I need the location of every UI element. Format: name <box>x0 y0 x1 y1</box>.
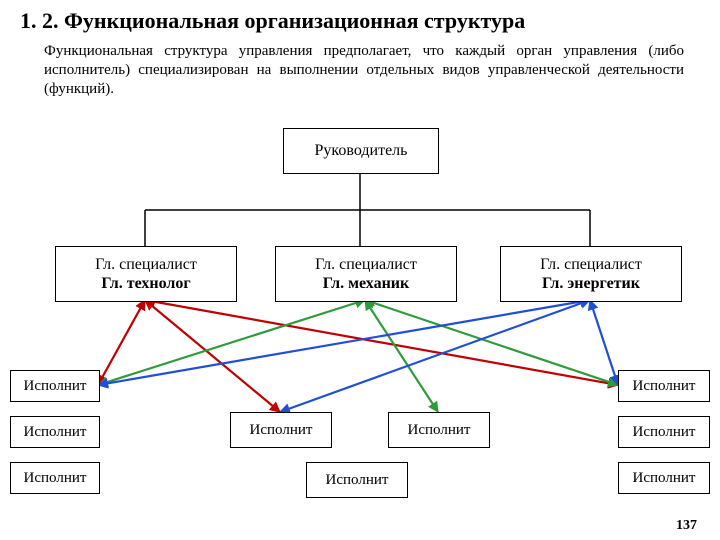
node-label: Гл. энергетик <box>542 274 640 293</box>
node-spec-technolog: Гл. специалистГл. технолог <box>55 246 237 302</box>
node-root: Руководитель <box>283 128 439 174</box>
node-label: Исполнит <box>24 469 87 487</box>
node-label: Гл. специалист <box>540 255 642 274</box>
node-exec-m1: Исполнит <box>230 412 332 448</box>
node-exec-l3: Исполнит <box>10 462 100 494</box>
node-label: Исполнит <box>24 377 87 395</box>
node-label: Исполнит <box>408 421 471 439</box>
node-exec-l1: Исполнит <box>10 370 100 402</box>
node-label: Руководитель <box>315 141 408 160</box>
node-label: Исполнит <box>326 471 389 489</box>
node-exec-r3: Исполнит <box>618 462 710 494</box>
node-label: Гл. специалист <box>315 255 417 274</box>
node-exec-l2: Исполнит <box>10 416 100 448</box>
node-exec-m3: Исполнит <box>306 462 408 498</box>
node-label: Гл. технолог <box>101 274 190 293</box>
node-exec-m2: Исполнит <box>388 412 490 448</box>
page: { "title": { "text": "1. 2. Функциональн… <box>0 0 720 540</box>
node-label: Исполнит <box>633 469 696 487</box>
node-label: Исполнит <box>24 423 87 441</box>
node-spec-mechanik: Гл. специалистГл. механик <box>275 246 457 302</box>
node-spec-energetik: Гл. специалистГл. энергетик <box>500 246 682 302</box>
node-label: Гл. механик <box>323 274 409 293</box>
node-exec-r2: Исполнит <box>618 416 710 448</box>
node-label: Исполнит <box>633 377 696 395</box>
page-number: 137 <box>676 518 697 534</box>
node-label: Гл. специалист <box>95 255 197 274</box>
node-label: Исполнит <box>633 423 696 441</box>
node-exec-r1: Исполнит <box>618 370 710 402</box>
node-label: Исполнит <box>250 421 313 439</box>
